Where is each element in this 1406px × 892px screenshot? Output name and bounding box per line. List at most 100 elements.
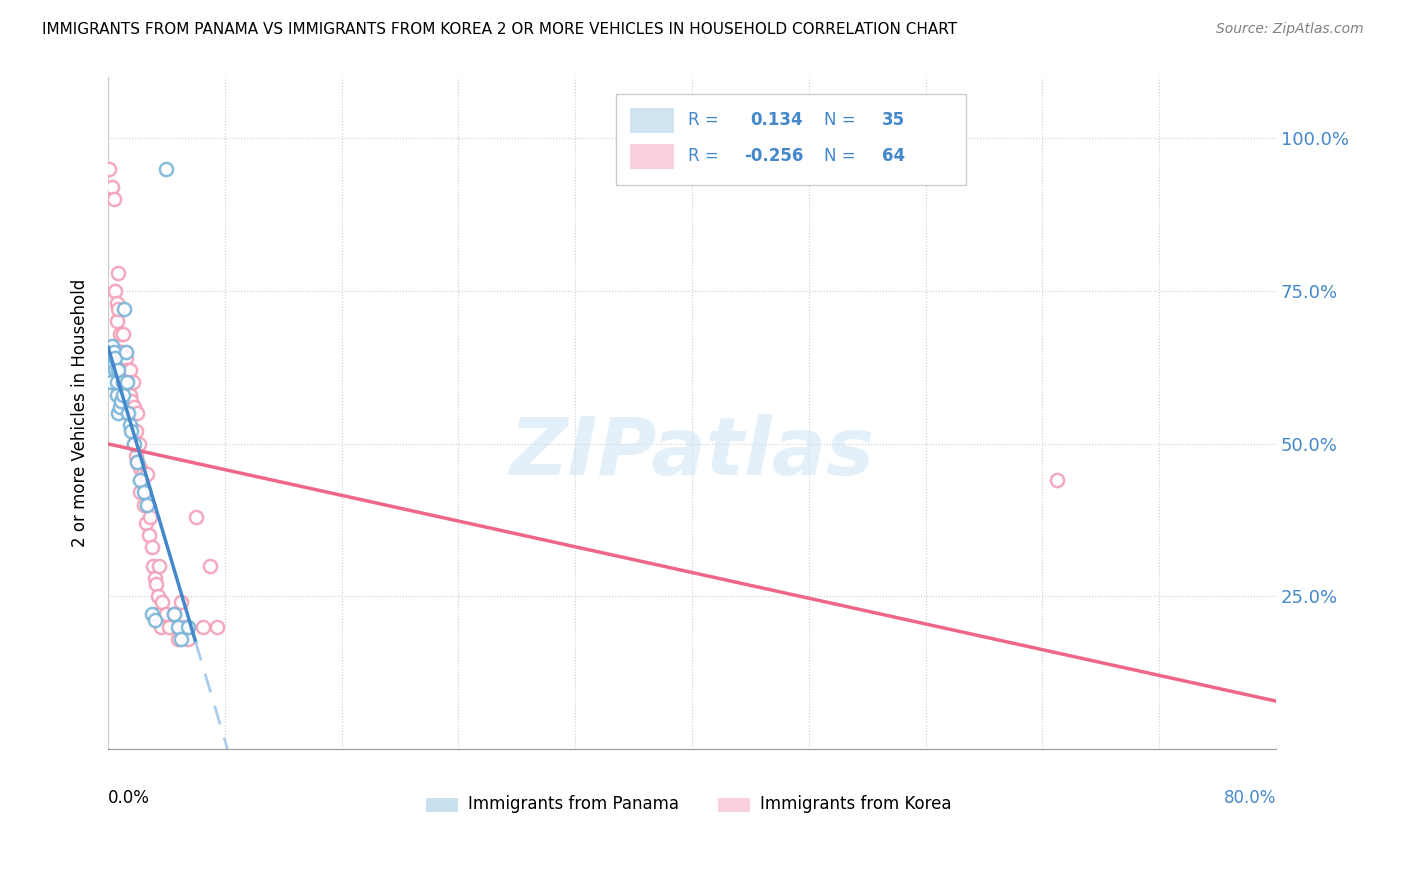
Point — [170, 632, 193, 646]
Point — [136, 467, 159, 481]
Point — [191, 619, 214, 633]
Point — [143, 614, 166, 628]
Point — [111, 351, 134, 365]
Point — [107, 266, 129, 280]
Point — [136, 498, 159, 512]
Point — [134, 485, 156, 500]
Point — [118, 418, 141, 433]
Point — [155, 161, 177, 176]
Point — [114, 351, 136, 365]
FancyBboxPatch shape — [630, 108, 675, 133]
Point — [129, 473, 152, 487]
Point — [127, 455, 149, 469]
Point — [132, 467, 155, 481]
Point — [163, 607, 186, 622]
Point — [148, 607, 170, 622]
Point — [134, 498, 156, 512]
Point — [155, 607, 177, 622]
Point — [100, 351, 122, 365]
Point — [115, 376, 138, 390]
Point — [138, 528, 160, 542]
Point — [101, 357, 124, 371]
Text: R =: R = — [689, 111, 724, 128]
Point — [104, 351, 127, 365]
Point — [105, 296, 128, 310]
Point — [120, 425, 142, 439]
Point — [125, 425, 148, 439]
Point — [111, 376, 134, 390]
Point — [177, 619, 200, 633]
Point — [101, 180, 124, 194]
Point — [103, 193, 125, 207]
Point — [101, 339, 124, 353]
Point — [121, 376, 143, 390]
FancyBboxPatch shape — [717, 797, 751, 813]
Point — [122, 400, 145, 414]
Point — [111, 326, 134, 341]
Point — [184, 509, 207, 524]
Text: 35: 35 — [883, 111, 905, 128]
Point — [167, 619, 190, 633]
Point — [105, 387, 128, 401]
Point — [110, 393, 132, 408]
Point — [118, 387, 141, 401]
Point — [125, 449, 148, 463]
Point — [112, 302, 135, 317]
Point — [107, 363, 129, 377]
Point — [143, 571, 166, 585]
Point — [141, 540, 163, 554]
Point — [141, 607, 163, 622]
Point — [122, 436, 145, 450]
Point — [157, 619, 180, 633]
Point — [122, 436, 145, 450]
Point — [1046, 473, 1069, 487]
Point — [170, 595, 193, 609]
Point — [146, 589, 169, 603]
Point — [103, 345, 125, 359]
Point — [115, 363, 138, 377]
Point — [110, 363, 132, 377]
Point — [112, 376, 135, 390]
Point — [108, 326, 131, 341]
Point — [115, 387, 138, 401]
Point — [105, 314, 128, 328]
Text: Immigrants from Panama: Immigrants from Panama — [468, 796, 679, 814]
Point — [145, 577, 167, 591]
FancyBboxPatch shape — [630, 144, 675, 169]
Point — [128, 436, 150, 450]
Point — [198, 558, 221, 573]
Point — [114, 345, 136, 359]
Point — [120, 393, 142, 408]
Point — [142, 558, 165, 573]
Point — [100, 376, 122, 390]
Point — [112, 363, 135, 377]
Point — [129, 461, 152, 475]
Point — [135, 516, 157, 530]
Text: ZIPatlas: ZIPatlas — [509, 414, 875, 492]
Text: 80.0%: 80.0% — [1223, 789, 1277, 807]
Text: Source: ZipAtlas.com: Source: ZipAtlas.com — [1216, 22, 1364, 37]
Point — [150, 595, 173, 609]
Point — [121, 425, 143, 439]
Point — [108, 400, 131, 414]
Text: R =: R = — [689, 147, 724, 165]
Point — [167, 632, 190, 646]
Point — [127, 455, 149, 469]
Point — [139, 509, 162, 524]
Point — [117, 406, 139, 420]
Point — [104, 363, 127, 377]
Point — [149, 619, 172, 633]
Point — [114, 387, 136, 401]
Point — [127, 406, 149, 420]
Point — [148, 558, 170, 573]
Point — [103, 357, 125, 371]
Text: 0.134: 0.134 — [751, 111, 803, 128]
Point — [118, 363, 141, 377]
Point — [129, 485, 152, 500]
Text: 64: 64 — [883, 147, 905, 165]
Point — [108, 345, 131, 359]
Point — [105, 376, 128, 390]
Point — [107, 406, 129, 420]
FancyBboxPatch shape — [426, 797, 458, 813]
Text: N =: N = — [824, 147, 860, 165]
